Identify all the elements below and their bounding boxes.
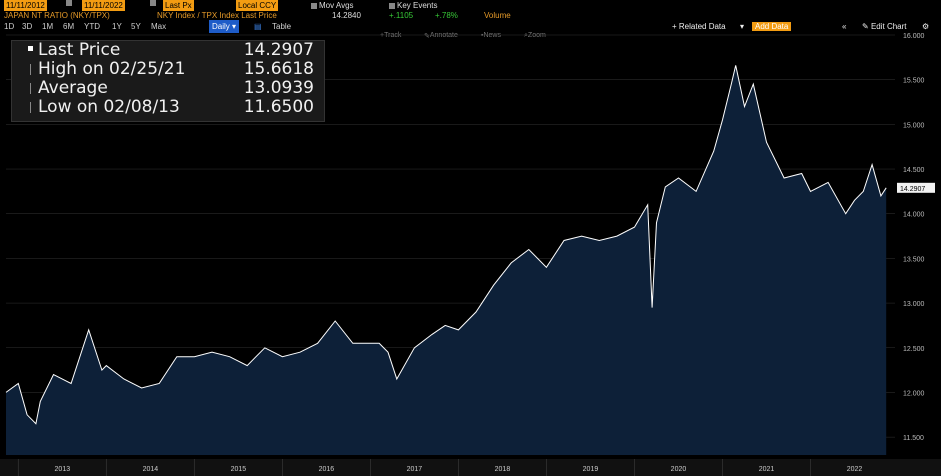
- period-ytd[interactable]: YTD: [84, 22, 100, 31]
- add-data-field[interactable]: Add Data: [752, 20, 792, 33]
- annotate-button[interactable]: ✎ Annotate: [424, 32, 458, 40]
- table-button[interactable]: Table: [272, 22, 292, 31]
- collapse-icon[interactable]: «: [842, 22, 847, 31]
- add-data-label: Add Data: [752, 22, 792, 31]
- security-title: JAPAN NT RATIO (NKY/TPX): [4, 11, 110, 20]
- nt-ratio-chart[interactable]: 11.500 12.000 12.500 13.000 13.500 14.000 14.5…: [0, 33, 941, 476]
- x-tick-label: 2015: [231, 466, 247, 473]
- frequency-select[interactable]: Daily ▾: [209, 20, 240, 33]
- key-events-label: Key Events: [397, 1, 438, 10]
- y-tick-label: 11.500: [903, 435, 924, 442]
- legend-row-average: Average 13.0939: [12, 79, 324, 98]
- end-date-field[interactable]: 11/11/2022: [82, 0, 125, 11]
- tick-marker-icon: [30, 64, 31, 75]
- annotate-label: Annotate: [429, 32, 458, 39]
- volume-label[interactable]: Volume: [484, 11, 511, 20]
- top-toolbar: 11/11/2012 11/11/2022 Last Px Local CCY …: [0, 0, 941, 11]
- x-tick-label: 2019: [583, 466, 599, 473]
- legend-label: Last Price: [38, 40, 121, 60]
- period-5y[interactable]: 5Y: [131, 22, 141, 31]
- legend-label: Low on 02/08/13: [38, 97, 180, 117]
- y-tick-label: 13.000: [903, 301, 925, 308]
- period-3d[interactable]: 3D: [22, 22, 33, 31]
- chart-type-icon[interactable]: ▤: [254, 22, 262, 31]
- legend-row-low: Low on 02/08/13 11.6500: [12, 98, 324, 117]
- x-tick-label: 2018: [495, 466, 511, 473]
- related-data-button[interactable]: + Related Data: [672, 22, 726, 31]
- period-bar: 1D 3D 1M 6M YTD 1Y 5Y Max Daily ▾ ▤ Tabl…: [0, 20, 941, 33]
- x-tick-label: 2014: [143, 466, 159, 473]
- x-tick-label: 2022: [847, 466, 863, 473]
- frequency-label: Daily: [212, 22, 230, 31]
- period-1m[interactable]: 1M: [42, 22, 54, 31]
- x-tick-label: 2020: [671, 466, 687, 473]
- y-tick-label: 15.500: [903, 78, 925, 85]
- chart-tools-bar: + Track ✎ Annotate ▪ News ⌕ Zoom: [0, 32, 941, 41]
- y-axis: 11.500 12.000 12.500 13.000 13.500 14.000 14.5…: [903, 33, 925, 442]
- last-value: 14.2840: [332, 11, 361, 20]
- edit-chart-label: Edit Chart: [870, 22, 907, 31]
- checkbox-icon: [311, 2, 317, 9]
- price-area: [6, 65, 887, 456]
- x-tick-label: 2021: [759, 466, 775, 473]
- expression: NKY Index / TPX Index Last Price: [157, 11, 277, 20]
- x-axis-band: [0, 459, 941, 476]
- zoom-button[interactable]: ⌕ Zoom: [524, 32, 546, 39]
- y-tick-label: 15.000: [903, 122, 925, 129]
- security-info-bar: JAPAN NT RATIO (NKY/TPX) NKY Index / TPX…: [0, 11, 941, 20]
- calendar-icon[interactable]: [66, 0, 72, 6]
- period-1y[interactable]: 1Y: [112, 22, 122, 31]
- square-marker-icon: [28, 46, 33, 51]
- legend-value: 11.6500: [243, 97, 314, 117]
- period-1d[interactable]: 1D: [4, 22, 15, 31]
- price-field-select[interactable]: Last Px: [163, 0, 194, 11]
- checkbox-icon: [389, 2, 395, 9]
- change-pct: +.78%: [435, 11, 458, 20]
- legend-value: 13.0939: [243, 78, 314, 98]
- period-max[interactable]: Max: [151, 22, 167, 31]
- y-tick-label: 12.000: [903, 390, 925, 397]
- gear-icon[interactable]: ⚙: [922, 22, 930, 31]
- last-price-tag-label: 14.2907: [900, 186, 925, 193]
- x-tick-label: 2016: [319, 466, 335, 473]
- legend-value: 14.2907: [243, 40, 314, 60]
- edit-icon: ✎: [862, 22, 869, 31]
- y-tick-label: 13.500: [903, 256, 925, 263]
- legend-row-high: High on 02/25/21 15.6618: [12, 60, 324, 79]
- mov-avgs-toggle[interactable]: Mov Avgs: [311, 0, 354, 11]
- y-tick-label: 16.000: [903, 33, 925, 40]
- news-label: News: [483, 32, 501, 39]
- mov-avgs-label: Mov Avgs: [319, 1, 354, 10]
- last-price-tag-box: [897, 182, 935, 193]
- legend-label: Average: [38, 78, 108, 98]
- price-line: [5, 65, 887, 425]
- period-6m[interactable]: 6M: [63, 22, 75, 31]
- legend-label: High on 02/25/21: [38, 59, 186, 79]
- x-tick-label: 2017: [407, 466, 423, 473]
- tick-marker-icon: [30, 102, 31, 113]
- y-tick-label: 14.000: [903, 212, 925, 219]
- tick-marker-icon: [30, 83, 31, 94]
- y-tick-label: 12.500: [903, 346, 925, 353]
- track-button[interactable]: + Track: [380, 32, 402, 39]
- key-events-toggle[interactable]: Key Events: [389, 0, 437, 11]
- x-axis: 2013 2014 2015 2016 2017 2018 2019 2020 2021 2022: [0, 459, 941, 476]
- start-date-field[interactable]: 11/11/2012: [4, 0, 47, 11]
- zoom-label: Zoom: [527, 32, 546, 39]
- x-tick-label: 2013: [55, 466, 71, 473]
- track-label: Track: [384, 32, 402, 39]
- news-button[interactable]: ▪ News: [481, 32, 501, 39]
- y-tick-label: 14.500: [903, 167, 925, 174]
- change-value: +.1105: [389, 11, 414, 20]
- edit-chart-button[interactable]: ✎ Edit Chart: [862, 20, 907, 33]
- legend-row-last-price: Last Price 14.2907: [12, 41, 324, 60]
- legend-value: 15.6618: [243, 59, 314, 79]
- calendar-icon[interactable]: [150, 0, 156, 6]
- chart-legend: Last Price 14.2907 High on 02/25/21 15.6…: [11, 40, 325, 122]
- related-data-chevron-icon[interactable]: ▾: [740, 22, 745, 31]
- currency-select[interactable]: Local CCY: [236, 0, 279, 11]
- last-price-tag: 14.2907: [897, 182, 935, 193]
